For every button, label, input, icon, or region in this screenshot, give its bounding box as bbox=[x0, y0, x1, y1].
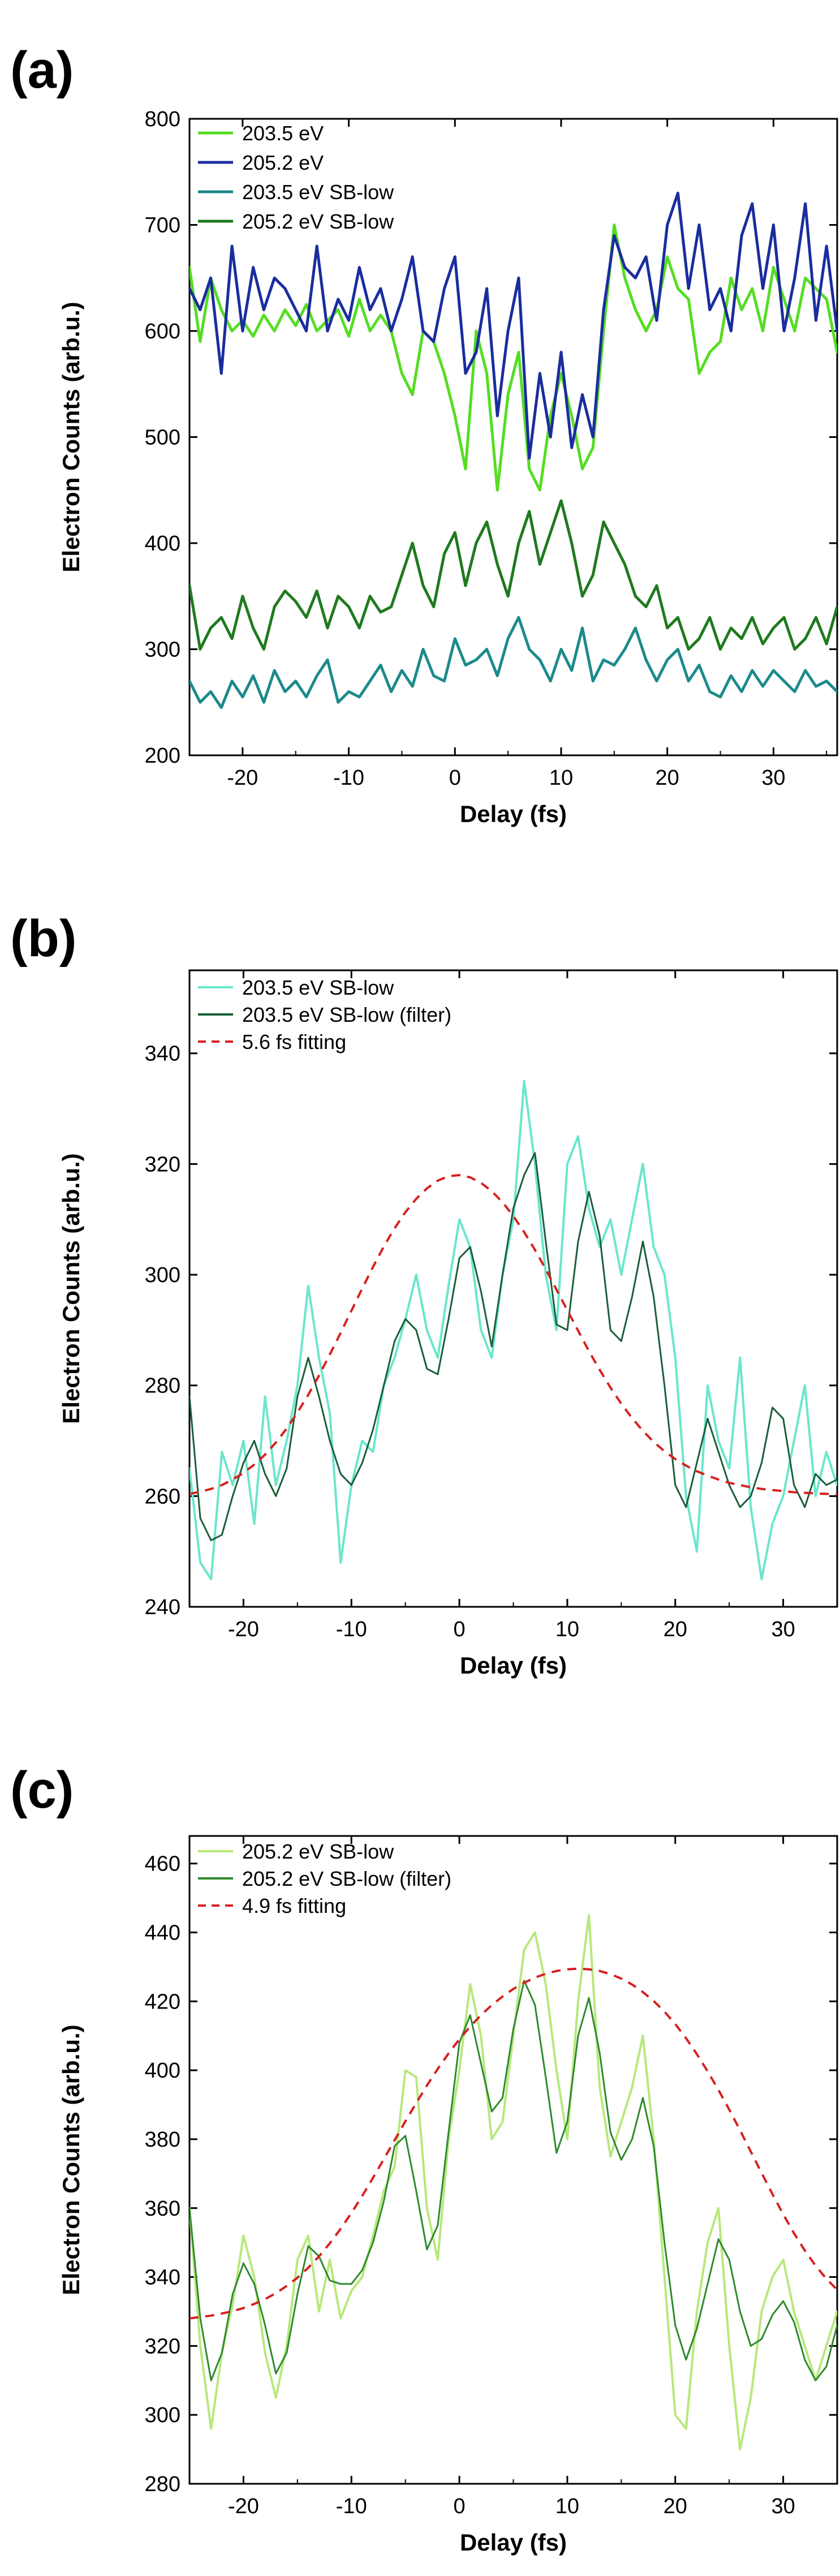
legend: 203.5 eV SB-low 203.5 eV SB-low (filter) 5… bbox=[198, 976, 451, 1053]
x-tick-label: 20 bbox=[664, 2495, 687, 2518]
y-tick-label: 320 bbox=[145, 1152, 180, 1176]
panel-3: (c) -20 -10 0 10 20 30 280 300 320 340 360 380 400 420… bbox=[10, 1761, 838, 2556]
y-tick-label: 280 bbox=[145, 2472, 180, 2496]
x-axis-title: Delay (fs) bbox=[460, 2529, 567, 2556]
series-group bbox=[189, 191, 837, 709]
y-axis-title: Electron Counts (arb.u.) bbox=[58, 2024, 84, 2295]
plot-frame bbox=[188, 969, 838, 1608]
legend-label: 205.2 eV SB-low bbox=[242, 210, 394, 233]
series-line-1 bbox=[189, 223, 837, 492]
x-tick-label: -10 bbox=[333, 766, 364, 790]
y-tick-label: 440 bbox=[145, 1921, 180, 1945]
x-tick-label: -10 bbox=[336, 1618, 367, 1641]
series-group bbox=[189, 1914, 837, 2451]
x-tick-label: -20 bbox=[227, 766, 258, 790]
y-tick-label: 300 bbox=[145, 1263, 180, 1287]
panel-label: (b) bbox=[10, 910, 76, 967]
x-tick-label: 10 bbox=[555, 1618, 579, 1641]
y-tick-label: 420 bbox=[145, 1990, 180, 2014]
series-line-3 bbox=[189, 1174, 837, 1496]
y-tick-label: 400 bbox=[145, 2059, 180, 2083]
series-line-4 bbox=[189, 499, 837, 651]
y-tick-label: 260 bbox=[145, 1485, 180, 1508]
y-tick-label: 400 bbox=[145, 532, 180, 556]
x-tick-label: 30 bbox=[761, 766, 785, 790]
y-tick-label: 340 bbox=[145, 1042, 180, 1066]
series-line-3 bbox=[189, 616, 837, 709]
series-line-1 bbox=[189, 1080, 837, 1581]
panel-label: (c) bbox=[10, 1761, 74, 1819]
x-tick-label: -10 bbox=[336, 2495, 367, 2518]
series-group bbox=[189, 1080, 837, 1581]
x-axis-title: Delay (fs) bbox=[460, 801, 567, 827]
legend-label: 205.2 eV bbox=[242, 151, 324, 174]
x-tick-label: 0 bbox=[449, 766, 461, 790]
legend-label: 205.2 eV SB-low (filter) bbox=[242, 1867, 451, 1890]
y-tick-label: 320 bbox=[145, 2334, 180, 2358]
y-tick-label: 360 bbox=[145, 2197, 180, 2221]
panel-2: (b) -20 -10 0 10 20 30 240 260 280 300 320 340 Delay … bbox=[10, 910, 838, 1679]
series-line-1 bbox=[189, 1914, 837, 2451]
series-line-3 bbox=[189, 1967, 837, 2320]
legend-label: 203.5 eV SB-low bbox=[242, 180, 394, 204]
y-tick-label: 240 bbox=[145, 1596, 180, 1619]
y-tick-label: 460 bbox=[145, 1852, 180, 1876]
x-tick-label: 20 bbox=[656, 766, 679, 790]
legend-label: 205.2 eV SB-low bbox=[242, 1840, 394, 1863]
series-line-2 bbox=[189, 1980, 837, 2381]
y-tick-label: 300 bbox=[145, 638, 180, 662]
x-tick-label: -20 bbox=[228, 1618, 259, 1641]
x-tick-label: 30 bbox=[771, 1618, 795, 1641]
y-tick-label: 380 bbox=[145, 2128, 180, 2152]
panel-1: (a) -20 -10 0 10 20 30 200 300 400 500 600 700 800 Del… bbox=[10, 41, 838, 827]
legend: 203.5 eV 205.2 eV 203.5 eV SB-low 205.2 eV … bbox=[198, 122, 394, 233]
x-tick-label: -20 bbox=[228, 2495, 259, 2518]
y-axis-title: Electron Counts (arb.u.) bbox=[58, 1153, 84, 1424]
y-tick-label: 280 bbox=[145, 1374, 180, 1398]
x-tick-label: 20 bbox=[664, 1618, 687, 1641]
panel-label: (a) bbox=[10, 41, 74, 99]
y-tick-label: 300 bbox=[145, 2403, 180, 2427]
y-tick-label: 800 bbox=[145, 107, 180, 131]
y-tick-label: 340 bbox=[145, 2266, 180, 2290]
x-axis-title: Delay (fs) bbox=[460, 1652, 567, 1679]
y-tick-label: 700 bbox=[145, 214, 180, 238]
y-tick-label: 600 bbox=[145, 320, 180, 343]
series-line-2 bbox=[189, 1152, 837, 1542]
series-line-2 bbox=[189, 191, 837, 460]
legend-label: 203.5 eV bbox=[242, 122, 324, 145]
x-tick-label: 10 bbox=[549, 766, 573, 790]
x-tick-label: 10 bbox=[555, 2495, 579, 2518]
legend-label: 203.5 eV SB-low (filter) bbox=[242, 1003, 451, 1026]
x-tick-label: 30 bbox=[771, 2495, 795, 2518]
legend: 205.2 eV SB-low 205.2 eV SB-low (filter) 4… bbox=[198, 1840, 451, 1917]
legend-label: 4.9 fs fitting bbox=[242, 1894, 346, 1917]
x-tick-label: 0 bbox=[454, 2495, 466, 2518]
plot-frame bbox=[188, 1835, 838, 2485]
y-tick-label: 200 bbox=[145, 744, 180, 768]
y-axis-title: Electron Counts (arb.u.) bbox=[58, 302, 84, 572]
y-tick-label: 500 bbox=[145, 426, 180, 450]
legend-label: 203.5 eV SB-low bbox=[242, 976, 394, 999]
x-tick-label: 0 bbox=[454, 1618, 466, 1641]
legend-label: 5.6 fs fitting bbox=[242, 1030, 346, 1053]
